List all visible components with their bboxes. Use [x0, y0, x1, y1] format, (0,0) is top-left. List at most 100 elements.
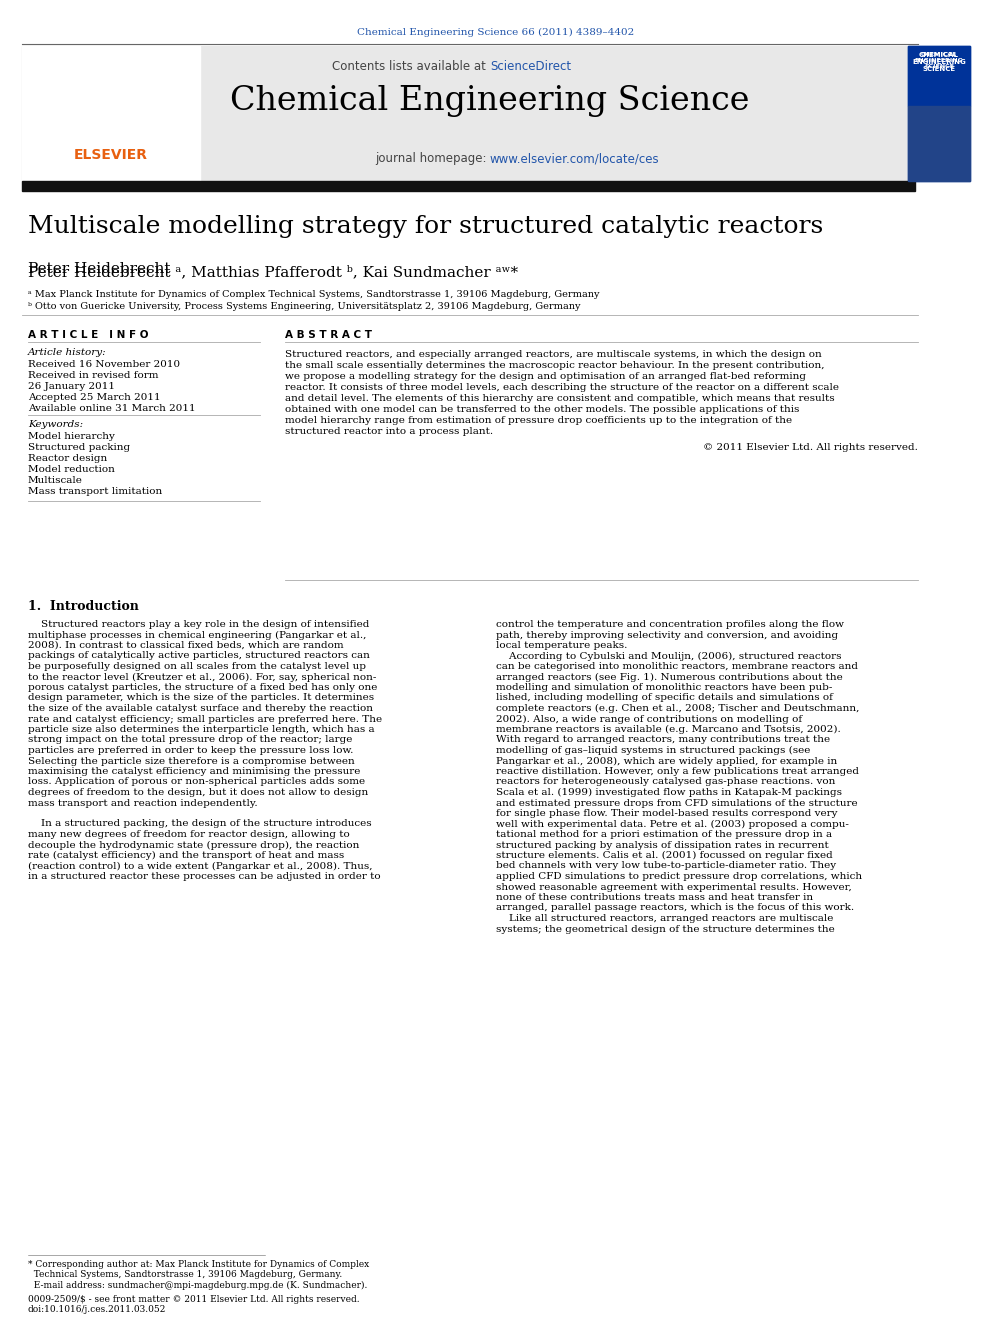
- Text: Multiscale modelling strategy for structured catalytic reactors: Multiscale modelling strategy for struct…: [28, 216, 823, 238]
- Text: Peter Heidebrecht: Peter Heidebrecht: [28, 262, 176, 277]
- Text: 1.  Introduction: 1. Introduction: [28, 601, 139, 613]
- Text: Keywords:: Keywords:: [28, 419, 83, 429]
- Text: lished, including modelling of specific details and simulations of: lished, including modelling of specific …: [496, 693, 833, 703]
- Text: arranged, parallel passage reactors, which is the focus of this work.: arranged, parallel passage reactors, whi…: [496, 904, 854, 913]
- Text: Mass transport limitation: Mass transport limitation: [28, 487, 163, 496]
- Bar: [908, 46, 970, 106]
- Text: well with experimental data. Petre et al. (2003) proposed a compu-: well with experimental data. Petre et al…: [496, 819, 849, 828]
- Text: * Corresponding author at: Max Planck Institute for Dynamics of Complex: * Corresponding author at: Max Planck In…: [28, 1259, 369, 1269]
- Text: Structured packing: Structured packing: [28, 443, 130, 452]
- Text: packings of catalytically active particles, structured reactors can: packings of catalytically active particl…: [28, 651, 370, 660]
- Text: we propose a modelling strategy for the design and optimisation of an arranged f: we propose a modelling strategy for the …: [285, 372, 806, 381]
- Text: Chemical Engineering Science: Chemical Engineering Science: [230, 85, 750, 116]
- Text: Structured reactors, and especially arranged reactors, are multiscale systems, i: Structured reactors, and especially arra…: [285, 351, 821, 359]
- Text: and estimated pressure drops from CFD simulations of the structure: and estimated pressure drops from CFD si…: [496, 799, 858, 807]
- Text: reactor. It consists of three model levels, each describing the structure of the: reactor. It consists of three model leve…: [285, 382, 839, 392]
- Text: A R T I C L E   I N F O: A R T I C L E I N F O: [28, 329, 149, 340]
- Text: structured packing by analysis of dissipation rates in recurrent: structured packing by analysis of dissip…: [496, 840, 828, 849]
- Text: 2008). In contrast to classical fixed beds, which are random: 2008). In contrast to classical fixed be…: [28, 642, 343, 650]
- Text: Article history:: Article history:: [28, 348, 106, 357]
- Text: membrane reactors is available (e.g. Marcano and Tsotsis, 2002).: membrane reactors is available (e.g. Mar…: [496, 725, 841, 734]
- Bar: [22, 181, 915, 191]
- Text: modelling and simulation of monolithic reactors have been pub-: modelling and simulation of monolithic r…: [496, 683, 832, 692]
- Text: doi:10.1016/j.ces.2011.03.052: doi:10.1016/j.ces.2011.03.052: [28, 1304, 167, 1314]
- Text: degrees of freedom to the design, but it does not allow to design: degrees of freedom to the design, but it…: [28, 789, 368, 796]
- Text: design parameter, which is the size of the particles. It determines: design parameter, which is the size of t…: [28, 693, 374, 703]
- Text: complete reactors (e.g. Chen et al., 2008; Tischer and Deutschmann,: complete reactors (e.g. Chen et al., 200…: [496, 704, 859, 713]
- Text: many new degrees of freedom for reactor design, allowing to: many new degrees of freedom for reactor …: [28, 830, 350, 839]
- Text: ScienceDirect: ScienceDirect: [490, 60, 571, 73]
- Text: strong impact on the total pressure drop of the reactor; large: strong impact on the total pressure drop…: [28, 736, 352, 745]
- Text: journal homepage:: journal homepage:: [375, 152, 490, 165]
- Text: reactive distillation. However, only a few publications treat arranged: reactive distillation. However, only a f…: [496, 767, 859, 777]
- Text: and detail level. The elements of this hierarchy are consistent and compatible, : and detail level. The elements of this h…: [285, 394, 834, 404]
- Text: local temperature peaks.: local temperature peaks.: [496, 642, 627, 650]
- Text: © 2011 Elsevier Ltd. All rights reserved.: © 2011 Elsevier Ltd. All rights reserved…: [703, 443, 918, 452]
- Text: modelling of gas–liquid systems in structured packings (see: modelling of gas–liquid systems in struc…: [496, 746, 810, 755]
- Text: Peter Heidebrecht ᵃ, Matthias Pfafferodt ᵇ, Kai Sundmacher ᵃʷ*: Peter Heidebrecht ᵃ, Matthias Pfafferodt…: [28, 265, 518, 279]
- Text: for single phase flow. Their model-based results correspond very: for single phase flow. Their model-based…: [496, 808, 837, 818]
- Text: Chemical Engineering Science 66 (2011) 4389–4402: Chemical Engineering Science 66 (2011) 4…: [357, 28, 635, 37]
- Text: mass transport and reaction independently.: mass transport and reaction independentl…: [28, 799, 258, 807]
- Text: ELSEVIER: ELSEVIER: [74, 148, 148, 161]
- Text: porous catalyst particles, the structure of a fixed bed has only one: porous catalyst particles, the structure…: [28, 683, 377, 692]
- Bar: [908, 106, 970, 181]
- Text: Available online 31 March 2011: Available online 31 March 2011: [28, 404, 195, 413]
- Text: the small scale essentially determines the macroscopic reactor behaviour. In the: the small scale essentially determines t…: [285, 361, 824, 370]
- Text: particle size also determines the interparticle length, which has a: particle size also determines the interp…: [28, 725, 375, 734]
- Text: Model hierarchy: Model hierarchy: [28, 433, 115, 441]
- Text: With regard to arranged reactors, many contributions treat the: With regard to arranged reactors, many c…: [496, 736, 830, 745]
- Text: in a structured reactor these processes can be adjusted in order to: in a structured reactor these processes …: [28, 872, 381, 881]
- Bar: [22, 46, 200, 181]
- Text: E-mail address: sundmacher@mpi-magdeburg.mpg.de (K. Sundmacher).: E-mail address: sundmacher@mpi-magdeburg…: [28, 1281, 367, 1290]
- Text: decouple the hydrodynamic state (pressure drop), the reaction: decouple the hydrodynamic state (pressur…: [28, 840, 359, 849]
- Text: reactors for heterogeneously catalysed gas-phase reactions. von: reactors for heterogeneously catalysed g…: [496, 778, 835, 786]
- Text: Pangarkar et al., 2008), which are widely applied, for example in: Pangarkar et al., 2008), which are widel…: [496, 757, 837, 766]
- Text: path, thereby improving selectivity and conversion, and avoiding: path, thereby improving selectivity and …: [496, 631, 838, 639]
- Text: to the reactor level (Kreutzer et al., 2006). For, say, spherical non-: to the reactor level (Kreutzer et al., 2…: [28, 672, 376, 681]
- Text: structured reactor into a process plant.: structured reactor into a process plant.: [285, 427, 493, 437]
- Text: tational method for a priori estimation of the pressure drop in a: tational method for a priori estimation …: [496, 830, 832, 839]
- Text: none of these contributions treats mass and heat transfer in: none of these contributions treats mass …: [496, 893, 813, 902]
- Text: the size of the available catalyst surface and thereby the reaction: the size of the available catalyst surfa…: [28, 704, 373, 713]
- Text: systems; the geometrical design of the structure determines the: systems; the geometrical design of the s…: [496, 925, 834, 934]
- Text: CHEMICAL
ENGINEERING
SCIENCE: CHEMICAL ENGINEERING SCIENCE: [915, 52, 963, 69]
- Text: CHEMICAL
ENGINEERING
SCIENCE: CHEMICAL ENGINEERING SCIENCE: [912, 52, 966, 71]
- Text: ᵇ Otto von Guericke University, Process Systems Engineering, Universitätsplatz 2: ᵇ Otto von Guericke University, Process …: [28, 302, 580, 311]
- Text: loss. Application of porous or non-spherical particles adds some: loss. Application of porous or non-spher…: [28, 778, 365, 786]
- Text: Multiscale: Multiscale: [28, 476, 83, 486]
- Text: Model reduction: Model reduction: [28, 464, 115, 474]
- Text: can be categorised into monolithic reactors, membrane reactors and: can be categorised into monolithic react…: [496, 662, 858, 671]
- Text: model hierarchy range from estimation of pressure drop coefficients up to the in: model hierarchy range from estimation of…: [285, 415, 793, 425]
- Text: ᵃ Max Planck Institute for Dynamics of Complex Technical Systems, Sandtorstrasse: ᵃ Max Planck Institute for Dynamics of C…: [28, 290, 599, 299]
- Text: showed reasonable agreement with experimental results. However,: showed reasonable agreement with experim…: [496, 882, 852, 892]
- Text: rate (catalyst efficiency) and the transport of heat and mass: rate (catalyst efficiency) and the trans…: [28, 851, 344, 860]
- Bar: [22, 46, 915, 181]
- Text: A B S T R A C T: A B S T R A C T: [285, 329, 372, 340]
- Text: Like all structured reactors, arranged reactors are multiscale: Like all structured reactors, arranged r…: [496, 914, 833, 923]
- Text: Reactor design: Reactor design: [28, 454, 107, 463]
- Bar: [908, 46, 970, 181]
- Text: Accepted 25 March 2011: Accepted 25 March 2011: [28, 393, 161, 402]
- Text: structure elements. Calis et al. (2001) focussed on regular fixed: structure elements. Calis et al. (2001) …: [496, 851, 832, 860]
- Text: Selecting the particle size therefore is a compromise between: Selecting the particle size therefore is…: [28, 757, 355, 766]
- Text: maximising the catalyst efficiency and minimising the pressure: maximising the catalyst efficiency and m…: [28, 767, 360, 777]
- Text: 0009-2509/$ - see front matter © 2011 Elsevier Ltd. All rights reserved.: 0009-2509/$ - see front matter © 2011 El…: [28, 1295, 360, 1304]
- Text: be purposefully designed on all scales from the catalyst level up: be purposefully designed on all scales f…: [28, 662, 366, 671]
- Text: In a structured packing, the design of the structure introduces: In a structured packing, the design of t…: [28, 819, 372, 828]
- Text: particles are preferred in order to keep the pressure loss low.: particles are preferred in order to keep…: [28, 746, 353, 755]
- Text: www.elsevier.com/locate/ces: www.elsevier.com/locate/ces: [490, 152, 660, 165]
- Text: control the temperature and concentration profiles along the flow: control the temperature and concentratio…: [496, 620, 844, 628]
- Text: obtained with one model can be transferred to the other models. The possible app: obtained with one model can be transferr…: [285, 405, 800, 414]
- Text: multiphase processes in chemical engineering (Pangarkar et al.,: multiphase processes in chemical enginee…: [28, 631, 366, 639]
- Text: Technical Systems, Sandtorstrasse 1, 39106 Magdeburg, Germany.: Technical Systems, Sandtorstrasse 1, 391…: [28, 1270, 342, 1279]
- Text: Received 16 November 2010: Received 16 November 2010: [28, 360, 181, 369]
- Text: According to Cybulski and Moulijn, (2006), structured reactors: According to Cybulski and Moulijn, (2006…: [496, 651, 841, 660]
- Text: 26 January 2011: 26 January 2011: [28, 382, 115, 392]
- Text: rate and catalyst efficiency; small particles are preferred here. The: rate and catalyst efficiency; small part…: [28, 714, 382, 724]
- Text: Scala et al. (1999) investigated flow paths in Katapak-M packings: Scala et al. (1999) investigated flow pa…: [496, 789, 842, 798]
- Text: Received in revised form: Received in revised form: [28, 370, 159, 380]
- Text: bed channels with very low tube-to-particle-diameter ratio. They: bed channels with very low tube-to-parti…: [496, 861, 836, 871]
- Text: arranged reactors (see Fig. 1). Numerous contributions about the: arranged reactors (see Fig. 1). Numerous…: [496, 672, 843, 681]
- Text: Contents lists available at: Contents lists available at: [332, 60, 490, 73]
